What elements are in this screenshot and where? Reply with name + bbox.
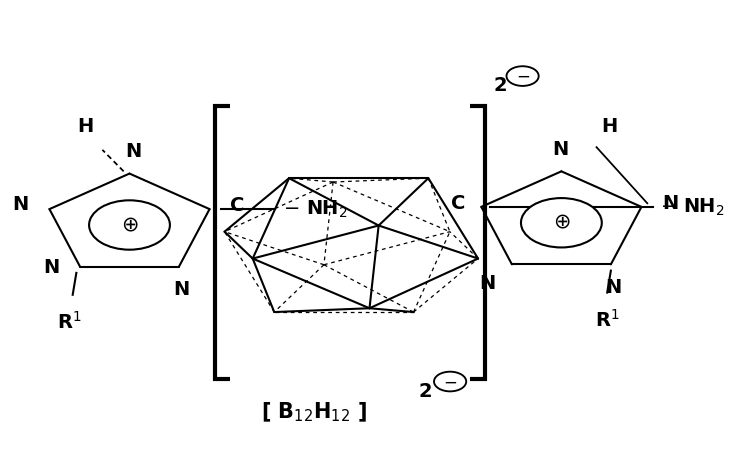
Text: N: N bbox=[662, 194, 678, 212]
Circle shape bbox=[89, 200, 170, 250]
Circle shape bbox=[521, 198, 602, 248]
Text: R$^1$: R$^1$ bbox=[595, 309, 620, 331]
Text: C: C bbox=[450, 194, 465, 212]
Text: [ $\mathbf{B}_{12}\mathbf{H}_{12}$ ]: [ $\mathbf{B}_{12}\mathbf{H}_{12}$ ] bbox=[261, 400, 367, 423]
Text: N: N bbox=[173, 280, 189, 299]
Text: 2: 2 bbox=[493, 76, 507, 95]
Text: N: N bbox=[552, 140, 568, 159]
Text: $\oplus$: $\oplus$ bbox=[553, 213, 570, 233]
Text: N: N bbox=[605, 278, 621, 297]
Text: $-$: $-$ bbox=[516, 67, 530, 85]
Text: C: C bbox=[230, 196, 244, 215]
Text: $-$: $-$ bbox=[443, 373, 457, 391]
Text: $-$ NH$_2$: $-$ NH$_2$ bbox=[660, 196, 725, 217]
Text: N: N bbox=[43, 258, 59, 277]
Text: H: H bbox=[77, 117, 93, 136]
Text: N: N bbox=[13, 194, 29, 214]
Text: 2: 2 bbox=[418, 382, 433, 401]
Text: $-$ NH$_2$: $-$ NH$_2$ bbox=[283, 198, 347, 220]
Text: R$^1$: R$^1$ bbox=[56, 311, 82, 333]
Text: N: N bbox=[479, 274, 496, 293]
Text: H: H bbox=[601, 117, 617, 135]
Text: $\oplus$: $\oplus$ bbox=[121, 215, 138, 235]
Text: N: N bbox=[125, 142, 141, 161]
